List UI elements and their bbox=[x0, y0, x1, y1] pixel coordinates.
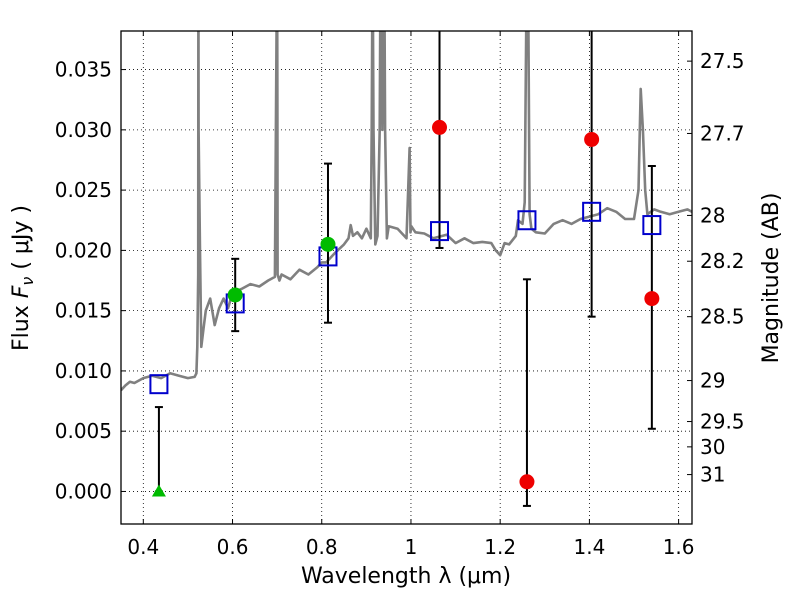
y-tick-label: 0.005 bbox=[55, 419, 112, 443]
model-point-square bbox=[642, 215, 662, 236]
axis-ticks: 0.4 0.6 0.8 1 1.2 1.4 1.6 0.000 0.005 0.010 0.015 0… bbox=[55, 31, 745, 559]
mag-tick-label: 29 bbox=[700, 369, 725, 393]
x-tick-label: 1.6 bbox=[663, 535, 695, 559]
y-axis-label: Flux Fν ( μJy ) bbox=[9, 205, 37, 351]
mag-tick-label: 28.2 bbox=[700, 249, 745, 273]
observed-point-circle bbox=[584, 131, 600, 147]
y-tick-label: 0.000 bbox=[55, 479, 112, 503]
markers bbox=[149, 119, 662, 497]
upper-limit-triangle bbox=[151, 484, 166, 497]
observed-point-circle bbox=[644, 291, 660, 307]
mag-tick-label: 28 bbox=[700, 203, 725, 227]
observed-point-circle bbox=[432, 119, 448, 135]
y-tick-label: 0.020 bbox=[55, 238, 112, 262]
y2-axis-label: Magnitude (AB) bbox=[759, 193, 784, 364]
y-axis-label-suffix: ( μJy ) bbox=[9, 205, 34, 277]
model-point-square bbox=[517, 210, 537, 231]
x-tick-label: 1.2 bbox=[484, 535, 516, 559]
mag-tick-label: 27.7 bbox=[700, 121, 745, 145]
x-tick-label: 0.6 bbox=[217, 535, 249, 559]
plot-frame bbox=[120, 30, 693, 525]
observed-point-circle bbox=[519, 474, 535, 490]
model-point-square bbox=[149, 374, 169, 395]
x-tick-label: 0.8 bbox=[306, 535, 338, 559]
x-tick-label: 1.4 bbox=[573, 535, 605, 559]
mag-tick-label: 28.5 bbox=[700, 305, 745, 329]
y-tick-label: 0.035 bbox=[55, 58, 112, 82]
y-tick-label: 0.030 bbox=[55, 118, 112, 142]
mag-tick-label: 31 bbox=[700, 463, 725, 487]
x-axis-label: Wavelength λ (μm) bbox=[301, 564, 511, 589]
y-tick-label: 0.015 bbox=[55, 299, 112, 323]
y-axis-label-prefix: Flux bbox=[9, 298, 34, 351]
error-bars bbox=[154, 31, 656, 507]
mag-tick-label: 29.5 bbox=[700, 410, 745, 434]
observed-point-circle bbox=[320, 236, 336, 252]
mag-tick-label: 27.5 bbox=[700, 49, 745, 73]
mag-tick-label: 30 bbox=[700, 435, 725, 459]
y-tick-label: 0.010 bbox=[55, 359, 112, 383]
spectrum-line bbox=[121, 31, 692, 392]
model-point-square bbox=[430, 221, 450, 242]
model-point-square bbox=[582, 201, 602, 222]
grid bbox=[121, 31, 692, 524]
y-tick-label: 0.025 bbox=[55, 178, 112, 202]
y-axis-label-subscript: ν bbox=[18, 277, 37, 286]
spectrum bbox=[121, 31, 692, 392]
x-tick-label: 0.4 bbox=[127, 535, 159, 559]
y-axis-label-symbol: F bbox=[9, 285, 34, 298]
x-tick-label: 1 bbox=[405, 535, 418, 559]
observed-point-circle bbox=[227, 287, 243, 303]
